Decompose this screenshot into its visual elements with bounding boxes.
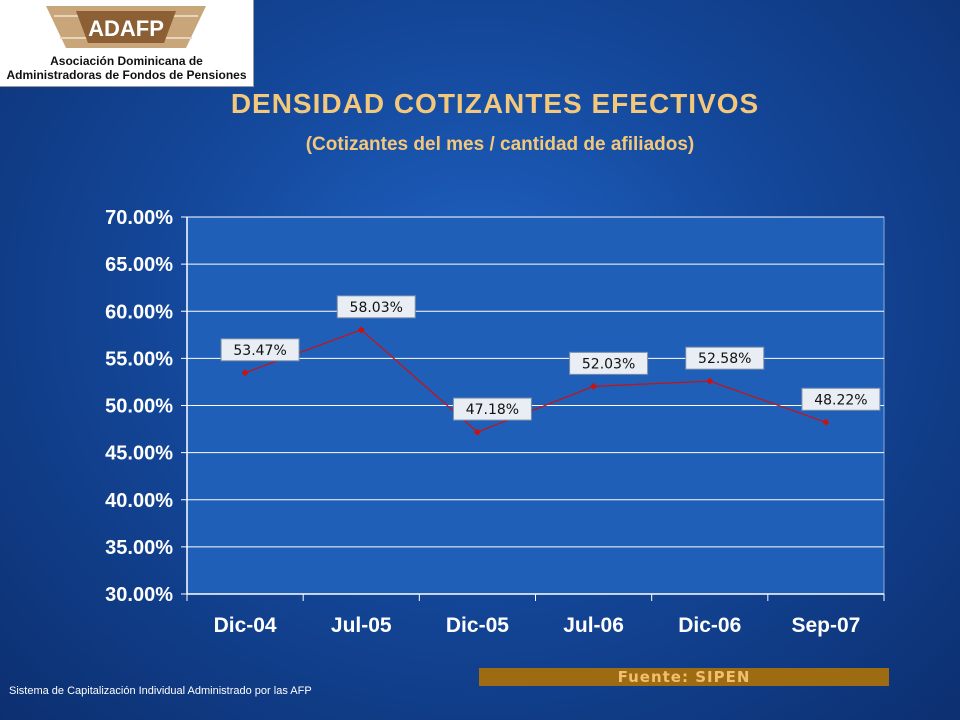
x-tick-label: Dic-05 — [446, 614, 509, 637]
data-label-box — [569, 351, 649, 375]
x-tick-label: Jul-05 — [331, 614, 392, 637]
data-point — [590, 382, 598, 390]
y-tick-label: 55.00% — [105, 348, 173, 370]
data-point — [241, 369, 249, 377]
y-tick-label: 35.00% — [105, 537, 173, 559]
y-tick-label: 30.00% — [105, 584, 173, 606]
logo-text-line-2: Administradoras de Fondos de Pensiones — [6, 68, 247, 82]
logo: ADAFP Asociación Dominicana de Administr… — [0, 0, 254, 87]
y-tick-label: 70.00% — [105, 207, 173, 229]
data-label: 47.18% — [466, 402, 519, 418]
x-tick-label: Dic-06 — [678, 614, 741, 637]
x-tick-label: Jul-06 — [563, 614, 624, 637]
x-tick-label: Sep-07 — [791, 614, 860, 637]
logo-brand-text: ADAFP — [88, 16, 164, 41]
y-tick-label: 60.00% — [105, 301, 173, 323]
y-tick-label: 50.00% — [105, 396, 173, 418]
data-point — [706, 377, 714, 385]
data-label: 52.58% — [698, 351, 751, 367]
footer-text: Sistema de Capitalización Individual Adm… — [9, 685, 312, 697]
adafp-logo-mark: ADAFP — [46, 6, 206, 48]
data-label-box — [336, 295, 416, 319]
data-point — [357, 326, 365, 334]
source-label: Fuente: SIPEN — [479, 668, 889, 686]
page-title: DENSIDAD COTIZANTES EFECTIVOS — [230, 88, 760, 119]
logo-text-line-1: Asociación Dominicana de — [50, 54, 203, 68]
y-tick-label: 45.00% — [105, 443, 173, 465]
data-point — [473, 428, 481, 436]
data-label: 48.22% — [814, 392, 867, 408]
data-label-box — [801, 387, 881, 411]
page-subtitle: (Cotizantes del mes / cantidad de afilia… — [305, 134, 695, 155]
data-label: 58.03% — [350, 300, 403, 316]
data-label-box — [452, 397, 532, 421]
y-tick-label: 65.00% — [105, 254, 173, 276]
x-tick-label: Dic-04 — [214, 614, 277, 637]
data-point — [822, 418, 830, 426]
series-line — [244, 329, 827, 433]
data-label-box — [685, 346, 765, 370]
data-label: 52.03% — [582, 356, 635, 372]
data-label: 53.47% — [233, 343, 286, 359]
y-tick-label: 40.00% — [105, 490, 173, 512]
data-label-box — [220, 338, 300, 362]
